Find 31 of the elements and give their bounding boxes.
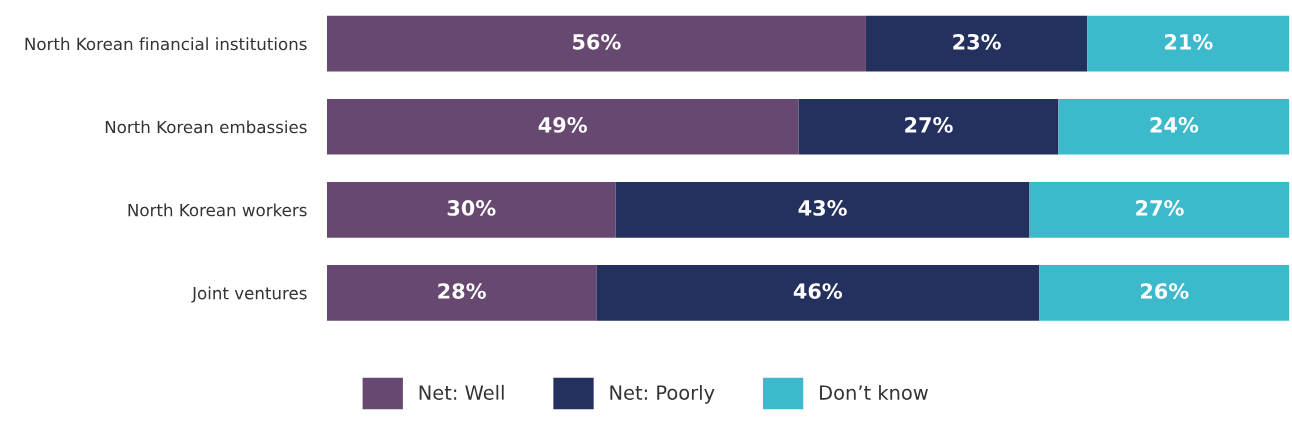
data-label: 49%: [538, 117, 587, 133]
bar: [798, 98, 1059, 155]
legend-label: Don’t know: [820, 384, 928, 400]
legend-label: Net: Well: [419, 384, 504, 400]
y-tick-label: North Korean workers: [128, 203, 307, 217]
bar: [326, 15, 866, 72]
y-tick-label: Joint ventures: [191, 286, 307, 303]
data-label: 24%: [1150, 117, 1199, 133]
data-label: 27%: [905, 117, 953, 133]
y-tick-label: North Korean embassies: [105, 120, 307, 134]
data-label: 46%: [793, 283, 843, 299]
data-label: 26%: [1141, 283, 1189, 299]
bar: [326, 265, 597, 321]
data-label: 28%: [438, 283, 486, 299]
bar: [615, 181, 1030, 238]
bar: [596, 265, 1040, 321]
data-label: 21%: [1165, 33, 1213, 50]
bar: [326, 98, 799, 155]
data-label: 30%: [447, 200, 496, 216]
data-label: 27%: [1136, 200, 1184, 216]
bar: [1029, 181, 1290, 238]
bar: [1058, 98, 1290, 155]
bar: [326, 181, 616, 238]
bar: [1039, 265, 1290, 321]
legend-label: Net: Poorly: [610, 384, 715, 404]
data-label: 43%: [798, 200, 847, 216]
data-label: 56%: [573, 33, 621, 50]
bar: [1087, 15, 1290, 72]
bar: [865, 15, 1088, 72]
data-label: 23%: [953, 33, 1001, 50]
y-tick-label: North Korean financial institutions: [25, 37, 307, 51]
